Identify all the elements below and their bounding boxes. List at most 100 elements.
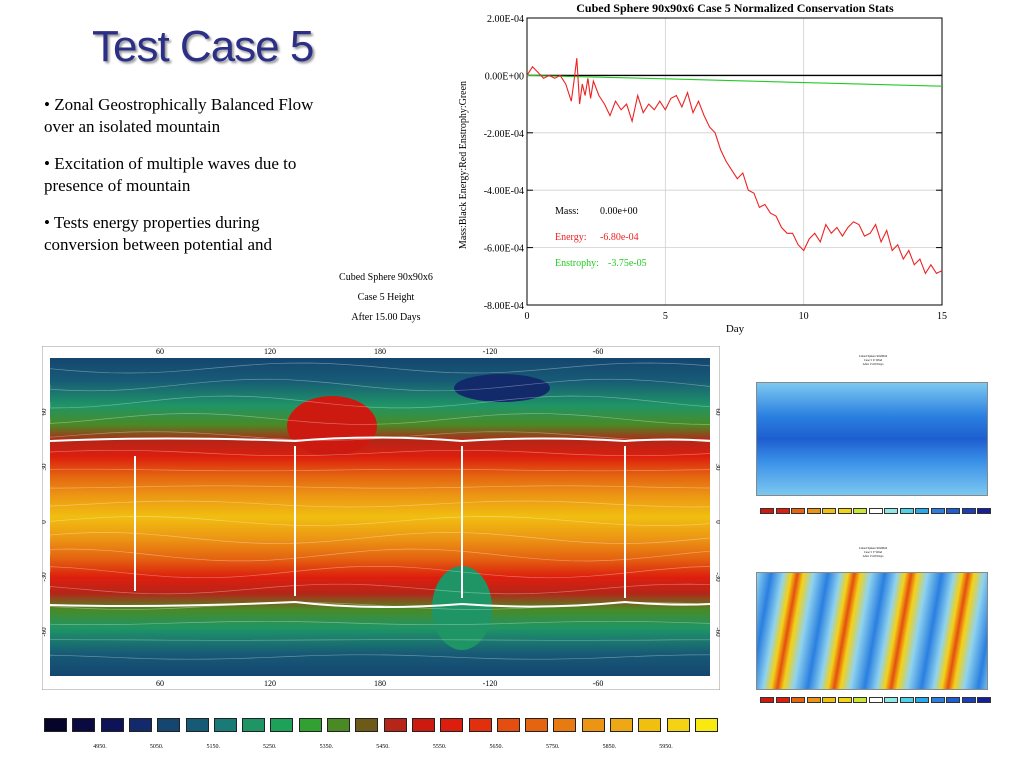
legend-swatch — [581, 718, 605, 732]
legend-label: 5250. — [263, 744, 277, 750]
map-top-tick-label: -60 — [593, 347, 604, 356]
y-axis: 2.00E-04 0.00E+00 -2.00E-04 -4.00E-04 -6.00E… — [484, 14, 942, 312]
slide-title: Test Case 5 — [92, 22, 314, 71]
legend-swatch — [666, 718, 690, 732]
map-field — [50, 358, 710, 676]
annotation-label: Mass: — [555, 206, 579, 217]
legend-label: 5550. — [432, 744, 447, 750]
legend-swatch — [496, 718, 520, 732]
map-left-tick-label: -30 — [42, 572, 48, 582]
map-caption-line1: Cubed Sphere 90x90x6 — [339, 272, 433, 283]
series-line-1 — [526, 74, 943, 87]
x-axis-label: Day — [726, 323, 745, 335]
legend-label: 5750. — [546, 744, 560, 750]
legend-swatch — [72, 718, 96, 732]
map-caption-line3: After 15.00 Days — [351, 312, 421, 323]
contour-line — [49, 378, 711, 392]
legend-swatch — [327, 718, 350, 732]
y-tick-label: 0.00E+00 — [485, 71, 524, 82]
y-tick-label: -8.00E-04 — [484, 301, 524, 312]
plot-frame — [526, 17, 943, 306]
legend-swatch — [298, 718, 322, 732]
legend-label: 5450. — [376, 744, 390, 750]
x-tick-label: 5 — [663, 311, 668, 322]
legend-swatch — [553, 718, 577, 732]
legend-swatch — [468, 718, 492, 732]
annotation-value: -6.80e-04 — [600, 232, 639, 243]
legend-label: 5850. — [602, 744, 617, 750]
u-thumb-title2: Case 5 U Wind — [863, 358, 883, 362]
map-right-tick-label: 0 — [714, 520, 720, 524]
thumb-legend-swatch — [806, 508, 821, 514]
contour-line — [49, 516, 711, 526]
thumb-legend-swatch — [868, 697, 883, 703]
chart-annotations: Mass: 0.00e+00 Energy: -6.80e-04 Enstrophy: -… — [555, 206, 647, 269]
legend-swatch — [355, 718, 379, 732]
thumb-legend-swatch — [791, 508, 805, 514]
legend-label: 5950. — [659, 744, 673, 750]
x-tick-label: 10 — [799, 311, 809, 322]
legend-swatch — [638, 718, 662, 732]
legend-swatch — [213, 718, 237, 732]
contour-line — [49, 449, 711, 457]
u-thumb-map — [756, 382, 988, 496]
map-bottom-tick-label: -60 — [593, 679, 604, 688]
legend-label: 5150. — [206, 744, 220, 750]
map-right-tick-label: -30 — [714, 572, 720, 582]
chart-series — [526, 58, 943, 275]
legend-swatch — [242, 718, 266, 732]
map-trough-feature — [432, 566, 492, 650]
thumb-legend-swatch — [977, 697, 991, 703]
conservation-chart: Cubed Sphere 90x90x6 Case 5 Normalized C… — [458, 1, 947, 335]
legend-swatch — [270, 718, 294, 732]
chart-title: Cubed Sphere 90x90x6 Case 5 Normalized C… — [576, 1, 894, 15]
map-top-tick-label: 60 — [156, 347, 164, 356]
thumb-legend-swatch — [930, 508, 945, 514]
contour-line — [49, 532, 711, 544]
cube-edge-verticals — [134, 446, 626, 598]
x-tick-label: 15 — [937, 311, 947, 322]
legend-label: 5650. — [489, 744, 503, 750]
thumb-legend-swatch — [946, 697, 960, 703]
x-tick-label: 0 — [525, 311, 530, 322]
thumb-legend-swatch — [853, 697, 867, 703]
thumb-legend-swatch — [961, 508, 976, 514]
map-left-tick-label: -60 — [42, 627, 48, 637]
thumb-legend-swatch — [806, 697, 821, 703]
v-thumb-title1: Cubed Sphere 90x90x6 — [858, 546, 888, 550]
annotation-value: -3.75e-05 — [608, 258, 647, 269]
y-tick-label: 2.00E-04 — [487, 14, 524, 25]
map-right-tick-label: -60 — [714, 627, 720, 637]
thumb-legend-swatch — [915, 697, 929, 703]
bullet-2: • Excitation of multiple waves due to pr… — [44, 154, 297, 195]
u-thumb-title1: Cubed Sphere 90x90x6 — [858, 354, 888, 358]
thumb-legend-swatch — [977, 508, 991, 514]
map-right-tick-label: 30 — [714, 464, 720, 472]
legend-swatch — [440, 718, 464, 732]
legend-swatch — [383, 718, 407, 732]
thumb-legend-swatch — [946, 508, 960, 514]
map-bottom-tick-label: 120 — [264, 679, 276, 688]
thumb-legend-swatch — [760, 697, 774, 703]
map-ridge-feature — [287, 396, 377, 456]
legend-swatch — [411, 718, 435, 732]
thumb-legend-swatch — [868, 508, 883, 514]
legend-swatch — [525, 718, 549, 732]
map-top-tick-label: 180 — [374, 347, 386, 356]
annotation-label: Energy: — [555, 232, 586, 243]
y-tick-label: -6.00E-04 — [484, 244, 524, 255]
map-top-tick-label: -120 — [483, 347, 498, 356]
bullet-1: • Zonal Geostrophically Balanced Flow ov… — [44, 95, 314, 136]
contour-line — [49, 639, 710, 641]
contour-line — [49, 620, 711, 626]
contour-line — [49, 468, 711, 472]
thumb-legend-swatch — [884, 697, 898, 703]
thumb-legend-swatch — [791, 697, 805, 703]
thumb-legend-swatch — [822, 697, 836, 703]
map-caption-line2: Case 5 Height — [357, 292, 415, 303]
legend-swatch — [157, 718, 181, 732]
y-tick-label: -2.00E-04 — [484, 129, 524, 140]
legend-swatch — [128, 718, 152, 732]
y-axis-label: Mass:Black Energy:Red Enstrophy:Green — [458, 81, 469, 249]
map-bottom-tick-label: 60 — [156, 679, 164, 688]
